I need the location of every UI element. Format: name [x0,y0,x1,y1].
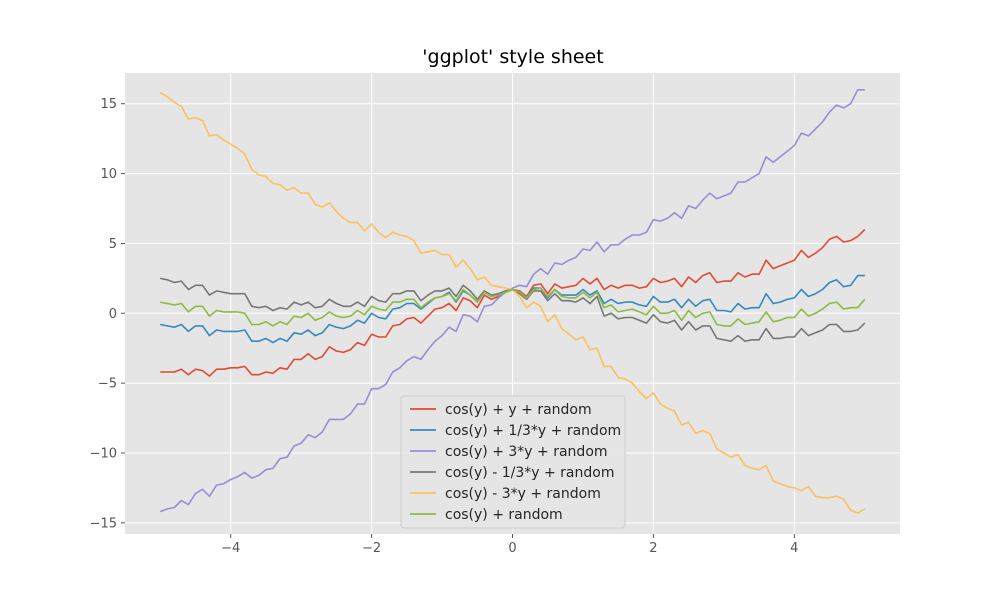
y-tick-label: 10 [100,167,117,182]
legend-label: cos(y) - 1/3*y + random [445,465,614,481]
legend-label: cos(y) + random [445,507,563,523]
series-line-3 [159,89,865,513]
y-tick-label: 0 [109,307,117,322]
x-axis: −4 −2 0 2 4 [221,534,798,556]
y-tick-label: 5 [109,237,117,252]
chart-title: 'ggplot' style sheet [422,46,603,68]
series-lines [159,89,866,514]
legend: cos(y) + y + random cos(y) + 1/3*y + rand… [400,395,626,529]
y-axis: −15 −10 −5 0 5 10 15 [90,97,125,531]
legend-label: cos(y) + 1/3*y + random [445,423,621,439]
series-line-6 [160,287,866,327]
y-tick-label: 15 [100,97,117,112]
x-tick-label: 2 [649,541,657,556]
y-tick-label: −10 [90,446,117,461]
legend-label: cos(y) + 3*y + random [445,444,608,460]
y-tick-label: −5 [98,377,117,392]
x-tick-label: 4 [790,541,798,556]
grid-lines [125,73,900,534]
y-tick-label: −15 [90,516,117,531]
legend-box [400,395,626,529]
legend-label: cos(y) + y + random [445,402,592,418]
x-tick-label: −2 [362,541,381,556]
x-tick-label: −4 [221,541,240,556]
x-tick-label: 0 [508,541,516,556]
legend-label: cos(y) - 3*y + random [445,486,601,502]
